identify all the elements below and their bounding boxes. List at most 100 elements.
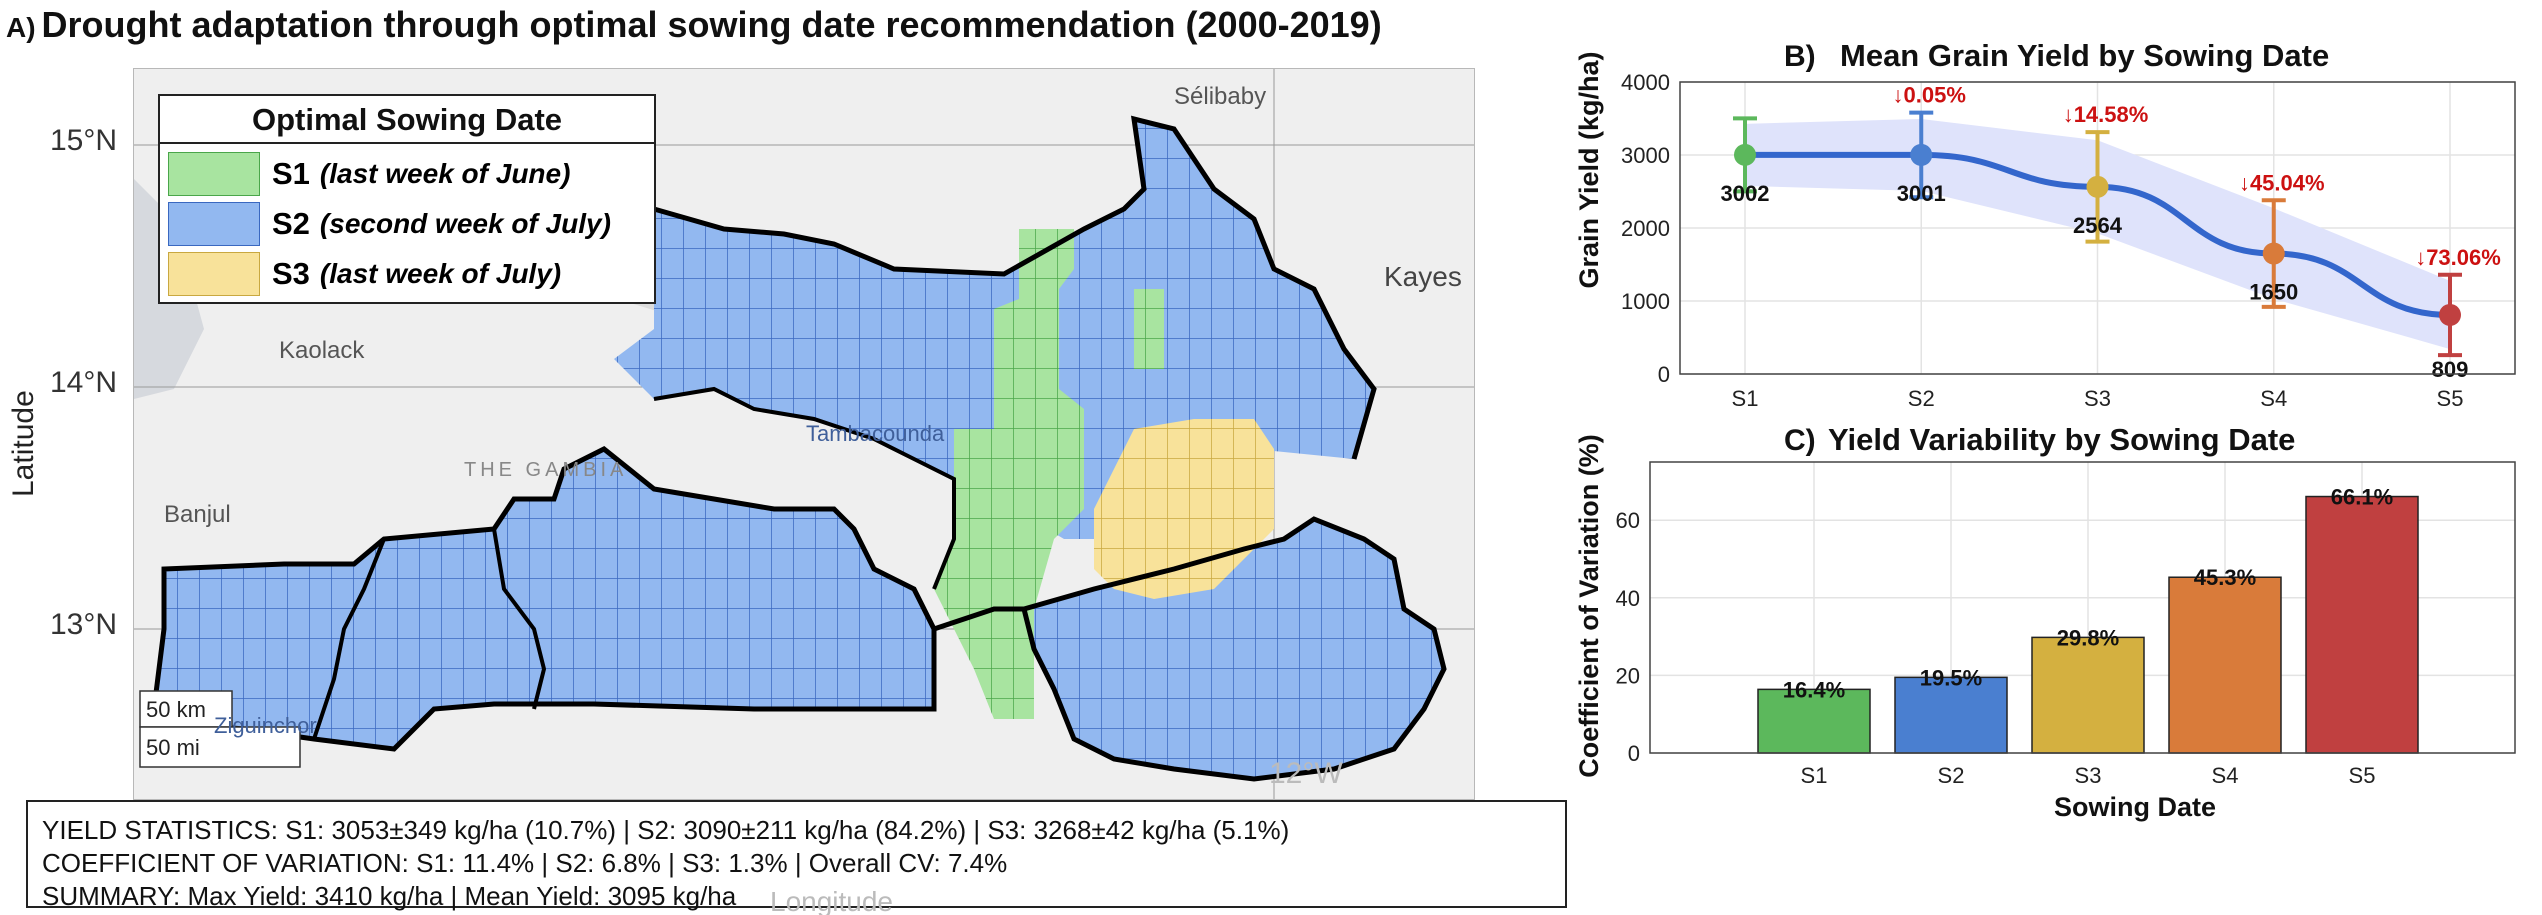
lat-tick-15: 15°N — [50, 124, 118, 157]
legend-swatch-s2 — [168, 202, 260, 246]
yield-point-s5[interactable] — [2439, 303, 2461, 326]
border-east-block — [933, 516, 1447, 782]
b-ytick-label: 4000 — [1621, 70, 1670, 95]
stats-line-cv: COEFFICIENT OF VARIATION: S1: 11.4% | S2… — [42, 848, 1008, 878]
panel-c-chart[interactable]: C) Yield Variability by Sowing Date Coef… — [1570, 410, 2535, 830]
region-s2-west[interactable] — [154, 449, 934, 749]
reduction-label: ↓14.58% — [2063, 102, 2149, 127]
panel-c-label: C) — [1784, 424, 1816, 457]
yield-point-s1[interactable] — [1734, 143, 1756, 166]
legend-swatch-s1 — [168, 152, 260, 196]
legend-item-s3: S3 (last week of July) — [168, 252, 561, 296]
cv-bar-value-label: 29.8% — [2057, 625, 2119, 650]
legend-desc-s3: (last week of July) — [319, 258, 562, 289]
b-ytick-label: 2000 — [1621, 216, 1670, 241]
cv-bar-value-label: 16.4% — [1783, 677, 1845, 702]
region-s1-central[interactable] — [934, 229, 1084, 719]
scale-km-label: 50 km — [146, 697, 206, 722]
map-xlabel-partial: Longitude — [770, 886, 894, 915]
panel-c-xlabel: Sowing Date — [2054, 792, 2216, 822]
legend-code-s3: S3 — [272, 256, 310, 291]
stats-line-summary: SUMMARY: Max Yield: 3410 kg/ha | Mean Yi… — [42, 881, 737, 911]
b-xtick-label: S1 — [1732, 386, 1759, 411]
b-xtick-label: S4 — [2260, 386, 2287, 411]
panel-a-header: A) Drought adaptation through optimal so… — [6, 4, 1382, 48]
cv-bar-s2[interactable] — [1894, 676, 2008, 754]
cv-bar-value-label: 45.3% — [2194, 565, 2256, 590]
b-xtick-label: S2 — [1908, 386, 1935, 411]
b-xtick-label: S3 — [2084, 386, 2111, 411]
lon-tick-12w: 12°W — [1269, 757, 1343, 790]
stats-box: YIELD STATISTICS: S1: 3053±349 kg/ha (10… — [26, 800, 1567, 911]
cv-bar-s3[interactable] — [2031, 636, 2145, 754]
place-tambacounda: Tambacounda — [806, 421, 945, 446]
panel-b-ylabel: Grain Yield (kg/ha) — [1574, 51, 1604, 288]
c-xtick-label: S5 — [2349, 763, 2376, 788]
b-ytick-label: 3000 — [1621, 143, 1670, 168]
lat-tick-13: 13°N — [50, 608, 118, 641]
border-gambia-inner — [312, 497, 547, 740]
c-xtick-label: S2 — [1938, 763, 1965, 788]
legend-code-s1: S1 — [272, 156, 310, 191]
legend-item-s1: S1 (last week of June) — [168, 152, 570, 196]
scale-bar-box — [139, 690, 233, 728]
reduction-label: ↓0.05% — [1893, 83, 1966, 108]
panel-a-title: Drought adaptation through optimal sowin… — [41, 4, 1382, 45]
place-banjul: Banjul — [164, 501, 231, 528]
reduction-label: ↓73.06% — [2415, 245, 2501, 270]
yield-point-s2[interactable] — [1910, 143, 1933, 166]
legend-title: Optimal Sowing Date — [251, 102, 563, 137]
yield-point-s3[interactable] — [2086, 175, 2109, 198]
panel-c-plot-frame — [1649, 461, 2516, 754]
cv-bar-value-label: 19.5% — [1920, 665, 1982, 690]
place-kayes: Kayes — [1384, 261, 1462, 292]
c-xtick-label: S3 — [2075, 763, 2102, 788]
map-frame[interactable]: Sélibaby Kayes Kaolack Tambacounda Banju… — [133, 68, 1475, 800]
place-kaolack: Kaolack — [279, 337, 365, 364]
yield-point-s4[interactable] — [2262, 242, 2285, 265]
legend-desc-s1: (last week of June) — [319, 158, 571, 189]
yield-value-label: 2564 — [2073, 213, 2123, 238]
c-xtick-label: S4 — [2212, 763, 2239, 788]
yield-value-label: 809 — [2432, 357, 2469, 382]
place-selibaby: Sélibaby — [1174, 83, 1267, 110]
panel-b-plot-frame — [1679, 81, 2516, 375]
stats-line-yield: YIELD STATISTICS: S1: 3053±349 kg/ha (10… — [42, 815, 1290, 845]
b-ytick-label: 1000 — [1621, 289, 1670, 314]
panel-b-title: Mean Grain Yield by Sowing Date — [1840, 38, 2329, 73]
cv-bar-s5[interactable] — [2305, 495, 2419, 754]
legend-item-s2: S2 (second week of July) — [168, 202, 611, 246]
c-ytick-label: 20 — [1616, 663, 1640, 688]
c-ytick-label: 0 — [1628, 741, 1640, 766]
cv-bar-s1[interactable] — [1757, 688, 1871, 754]
legend-code-s2: S2 — [272, 206, 310, 241]
border-river — [653, 386, 956, 590]
place-ziguinchor: Ziguinchor — [214, 713, 317, 738]
legend-swatch-s3 — [168, 252, 260, 296]
c-ytick-label: 60 — [1616, 508, 1640, 533]
panel-c-ylabel: Coefficient of Variation (%) — [1574, 434, 1604, 778]
panel-b-label: B) — [1784, 40, 1816, 73]
map-svg[interactable] — [134, 69, 1474, 799]
scale-bar-box-mi — [139, 726, 301, 768]
c-ytick-label: 40 — [1616, 586, 1640, 611]
border-senegal-east — [653, 115, 1377, 460]
map-legend: Optimal Sowing Date S1 (last week of Jun… — [158, 94, 656, 304]
lat-tick-14: 14°N — [50, 366, 118, 399]
region-s1-patch[interactable] — [1134, 289, 1164, 369]
scale-mi-label: 50 mi — [146, 735, 200, 760]
reduction-label: ↓45.04% — [2239, 170, 2325, 195]
panel-c-title: Yield Variability by Sowing Date — [1828, 422, 2295, 457]
panel-b-chart[interactable]: B) Mean Grain Yield by Sowing Date Grain… — [1570, 30, 2535, 430]
yield-value-label: 1650 — [2249, 280, 2298, 305]
b-xtick-label: S5 — [2437, 386, 2464, 411]
b-ytick-label: 0 — [1658, 362, 1670, 387]
legend-desc-s2: (second week of July) — [319, 208, 611, 239]
map-ylabel: Latitude — [7, 390, 40, 497]
place-gambia: THE GAMBIA — [464, 459, 628, 481]
c-xtick-label: S1 — [1801, 763, 1828, 788]
yield-value-label: 3001 — [1897, 181, 1946, 206]
cv-bar-s4[interactable] — [2168, 576, 2282, 754]
yield-value-label: 3002 — [1721, 181, 1770, 206]
cv-bar-value-label: 66.1% — [2331, 485, 2393, 510]
